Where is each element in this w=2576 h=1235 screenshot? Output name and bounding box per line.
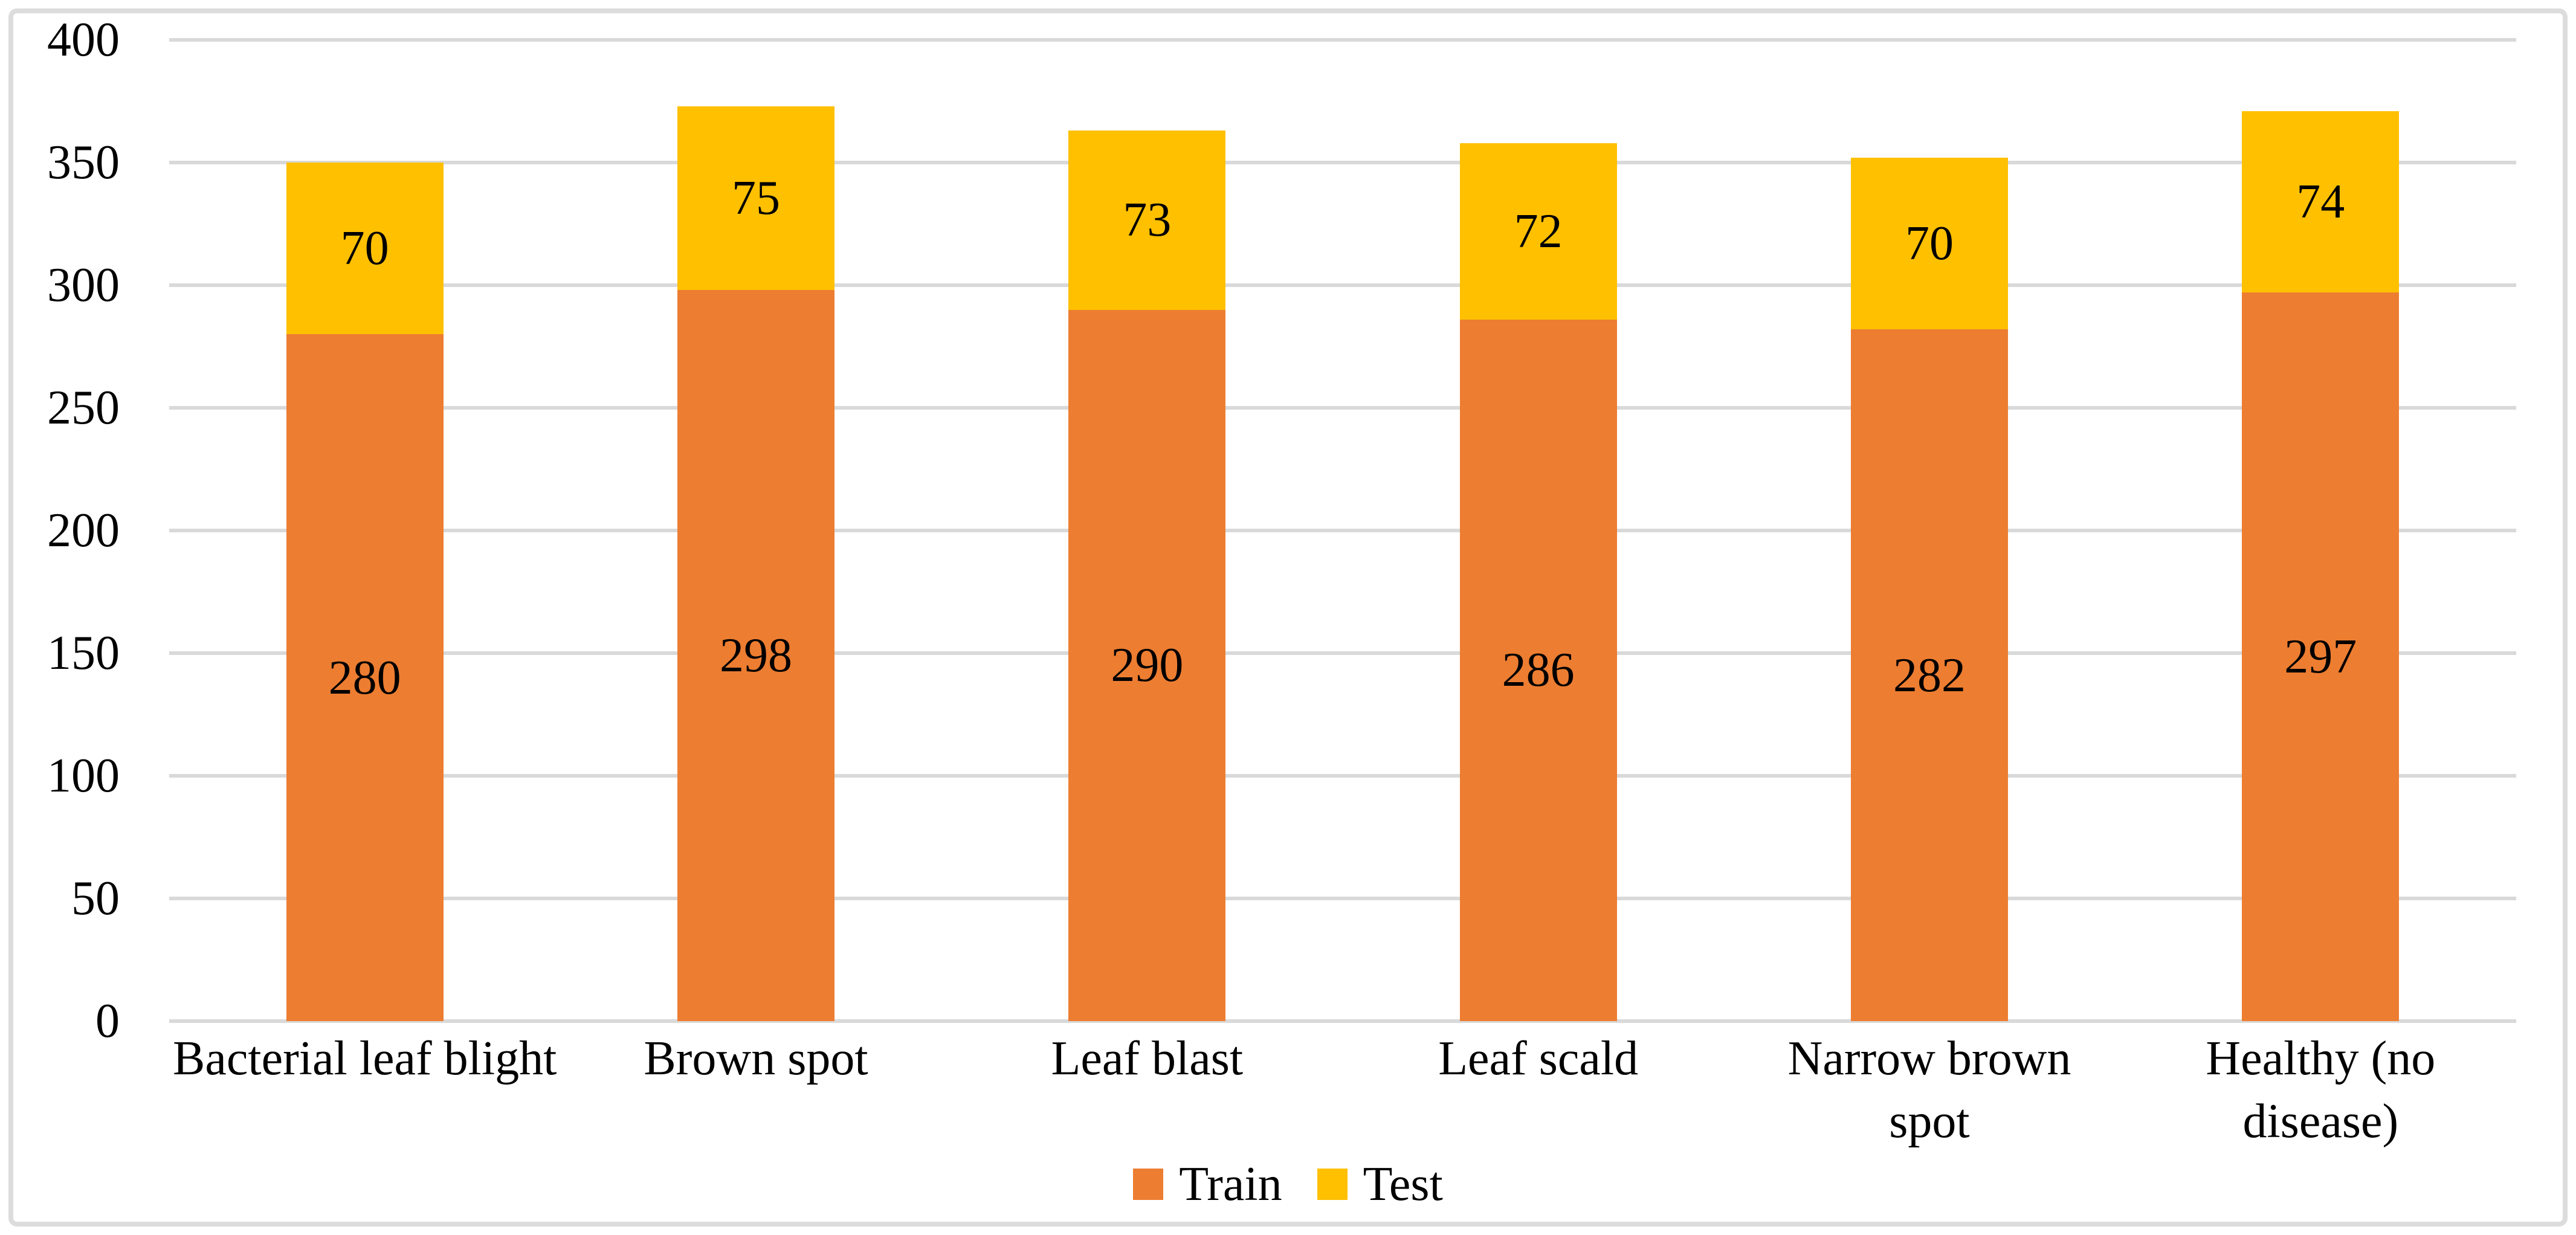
stacked-bar: 70 280 — [286, 163, 444, 1021]
y-tick-label: 200 — [47, 504, 120, 557]
bar-segment-train: 290 — [1068, 309, 1226, 1021]
y-tick-label: 50 — [71, 872, 120, 925]
bar-value-label: 290 — [1111, 639, 1184, 692]
bar-value-label: 75 — [731, 171, 780, 225]
legend-swatch-train — [1133, 1169, 1164, 1200]
category-label: Leaf scald — [1438, 1032, 1639, 1085]
plot-area: 70 280 75 298 73 290 72 286 70 282 74 297 — [169, 38, 2516, 1023]
category-label: Bacterial leaf blight — [173, 1032, 557, 1085]
category-slot: 72 286 — [1343, 40, 1734, 1021]
legend: Train Test — [13, 1160, 2563, 1208]
bar-segment-train: 297 — [2242, 292, 2400, 1021]
bar-value-label: 72 — [1514, 204, 1563, 258]
gridline — [169, 38, 2516, 42]
stacked-bar: 74 297 — [2242, 111, 2400, 1021]
category-slot: 70 282 — [1734, 40, 2125, 1021]
gridline — [169, 651, 2516, 655]
bar-value-label: 70 — [1905, 217, 1954, 270]
bar-segment-test: 75 — [677, 106, 834, 291]
legend-swatch-test — [1317, 1169, 1348, 1200]
y-tick-label: 0 — [95, 995, 120, 1048]
category-slot: 73 290 — [952, 40, 1343, 1021]
legend-label: Train — [1179, 1158, 1282, 1211]
bars-container: 70 280 75 298 73 290 72 286 70 282 74 297 — [169, 40, 2516, 1021]
bar-segment-test: 74 — [2242, 111, 2400, 293]
x-axis: Bacterial leaf blight Brown spot Leaf blas… — [169, 1027, 2516, 1153]
bar-value-label: 73 — [1123, 193, 1172, 247]
bar-value-label: 297 — [2284, 630, 2357, 684]
bar-segment-test: 70 — [286, 163, 444, 335]
bar-segment-train: 286 — [1459, 319, 1617, 1021]
category-slot: 70 280 — [169, 40, 560, 1021]
gridlines — [169, 38, 2516, 1023]
bar-value-label: 298 — [719, 629, 792, 683]
stacked-bar: 75 298 — [677, 106, 834, 1021]
category-label: Leaf blast — [1051, 1032, 1244, 1085]
y-tick-label: 100 — [47, 749, 120, 802]
bar-segment-test: 72 — [1459, 143, 1617, 320]
stacked-bar: 72 286 — [1459, 143, 1617, 1021]
bar-value-label: 74 — [2296, 175, 2345, 228]
y-tick-label: 350 — [47, 136, 120, 189]
y-tick-label: 150 — [47, 627, 120, 680]
figure: 400 350 300 250 200 150 100 50 0 70 280 75 298 73 290… — [8, 8, 2568, 1227]
bar-value-label: 286 — [1502, 643, 1575, 697]
gridline — [169, 774, 2516, 778]
stacked-bar: 73 290 — [1068, 131, 1226, 1021]
bar-segment-test: 73 — [1068, 131, 1226, 310]
category-slot: 74 297 — [2125, 40, 2516, 1021]
bar-segment-test: 70 — [1850, 157, 2008, 330]
category-label: Narrow brown spot — [1787, 1032, 2071, 1148]
bar-segment-train: 298 — [677, 290, 834, 1021]
stacked-bar: 70 282 — [1850, 157, 2008, 1021]
bar-value-label: 280 — [328, 651, 401, 705]
legend-item-train: Train — [1133, 1160, 1282, 1208]
gridline — [169, 161, 2516, 164]
category-slot: 75 298 — [560, 40, 951, 1021]
gridline — [169, 406, 2516, 410]
bar-value-label: 282 — [1893, 648, 1966, 702]
y-axis: 400 350 300 250 200 150 100 50 0 — [13, 13, 120, 1222]
category-label: Healthy (no disease) — [2206, 1032, 2436, 1148]
gridline — [169, 283, 2516, 287]
y-tick-label: 400 — [47, 13, 120, 66]
y-tick-label: 250 — [47, 381, 120, 434]
gridline — [169, 1019, 2516, 1023]
legend-label: Test — [1363, 1158, 1443, 1211]
legend-item-test: Test — [1317, 1160, 1443, 1208]
bar-segment-train: 280 — [286, 334, 444, 1021]
bar-value-label: 70 — [340, 222, 389, 276]
y-tick-label: 300 — [47, 259, 120, 312]
bar-segment-train: 282 — [1850, 329, 2008, 1021]
gridline — [169, 897, 2516, 900]
category-label: Brown spot — [644, 1032, 868, 1085]
gridline — [169, 529, 2516, 532]
